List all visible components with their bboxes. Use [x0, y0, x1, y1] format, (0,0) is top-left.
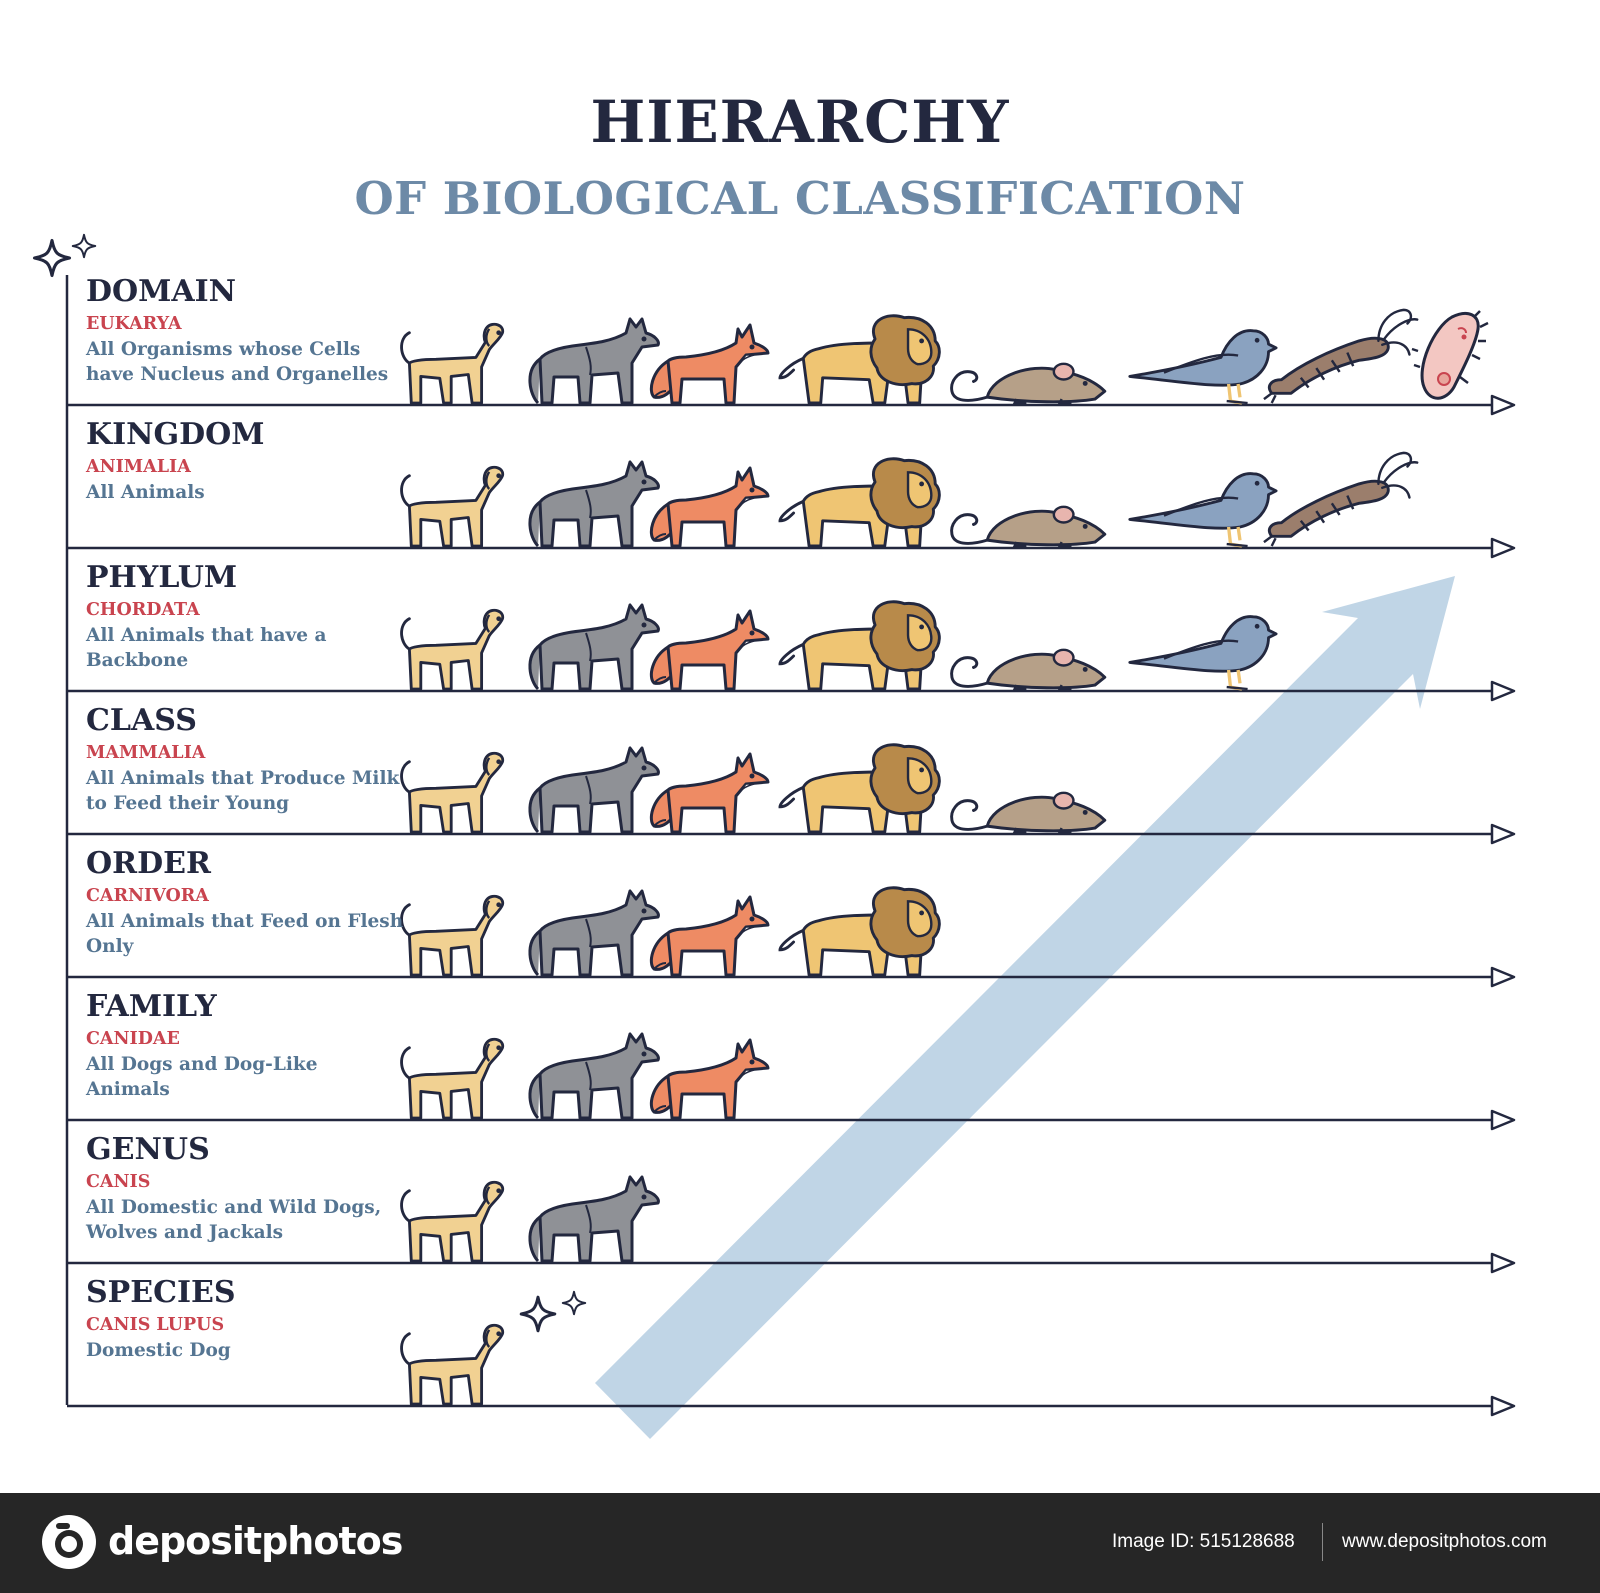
dog-icon — [400, 751, 505, 834]
rank-description: All Dogs and Dog-Like Animals — [86, 1054, 318, 1100]
dog-icon — [400, 894, 505, 977]
diagram-canvas — [32, 233, 1516, 1439]
sparkle-icon — [561, 1290, 587, 1316]
wolf-icon — [528, 1175, 660, 1263]
wolf-icon — [528, 746, 660, 834]
rank-taxon: CANIS — [86, 1172, 151, 1192]
shrimp-icon — [1262, 451, 1419, 548]
lion-icon — [778, 457, 941, 548]
shrimp-icon — [1262, 308, 1419, 405]
baseline-arrowhead-icon — [1490, 394, 1516, 416]
depositphotos-logo-icon — [42, 1515, 96, 1569]
rank-name: ORDER — [86, 846, 211, 881]
wolf-icon — [528, 603, 660, 691]
rank-family: FAMILY CANIDAE All Dogs and Dog-Like Anima… — [86, 990, 406, 1102]
bird-icon — [1128, 328, 1278, 405]
rank-description: All Organisms whose Cells have Nucleus a… — [86, 339, 389, 385]
big-diagonal-arrow — [595, 576, 1455, 1439]
rank-description: All Animals that Feed on Flesh Only — [86, 911, 404, 957]
mouse-icon — [950, 505, 1107, 548]
fox-icon — [649, 323, 770, 405]
bird-icon — [1128, 471, 1278, 548]
sparkle-icon — [519, 1295, 557, 1333]
rank-name: GENUS — [86, 1132, 210, 1167]
dog-icon — [400, 1037, 505, 1120]
fox-icon — [649, 1038, 770, 1120]
baseline-arrowhead-icon — [1490, 680, 1516, 702]
baseline-arrowhead-icon — [1490, 823, 1516, 845]
dog-icon — [400, 1180, 505, 1263]
rank-taxon: ANIMALIA — [86, 457, 191, 477]
mouse-icon — [950, 362, 1107, 405]
mouse-icon — [950, 791, 1107, 834]
rank-kingdom: KINGDOM ANIMALIA All Animals — [86, 418, 406, 505]
baseline-arrowhead-icon — [1490, 1252, 1516, 1274]
dog-icon — [400, 465, 505, 548]
baseline-arrowhead-icon — [1490, 1109, 1516, 1131]
rank-species: SPECIES CANIS LUPUS Domestic Dog — [86, 1276, 406, 1363]
lion-icon — [778, 743, 941, 834]
rank-description: All Animals that Produce Milk to Feed th… — [86, 768, 400, 814]
rank-name: KINGDOM — [86, 417, 265, 452]
lion-icon — [778, 600, 941, 691]
lion-icon — [778, 314, 941, 405]
rank-description: Domestic Dog — [86, 1340, 231, 1361]
dog-icon — [400, 1323, 505, 1406]
rank-description: All Animals — [86, 482, 205, 503]
bacterium-icon — [1410, 309, 1490, 400]
wolf-icon — [528, 317, 660, 405]
rank-name: PHYLUM — [86, 560, 238, 595]
mouse-icon — [950, 648, 1107, 691]
rank-name: FAMILY — [86, 989, 217, 1024]
footer-brand: depositphotos — [108, 1519, 403, 1563]
rank-taxon: EUKARYA — [86, 314, 182, 334]
wolf-icon — [528, 889, 660, 977]
sparkle-icon — [32, 238, 72, 278]
footer-image-id: Image ID: 515128688 — [1112, 1531, 1295, 1552]
lion-icon — [778, 886, 941, 977]
sparkle-icon — [71, 233, 97, 259]
rank-description: All Domestic and Wild Dogs, Wolves and J… — [86, 1197, 382, 1243]
fox-icon — [649, 895, 770, 977]
rank-order: ORDER CARNIVORA All Animals that Feed on F… — [86, 847, 406, 959]
rank-description: All Animals that have a Backbone — [86, 625, 327, 671]
rank-name: CLASS — [86, 703, 197, 738]
rank-domain: DOMAIN EUKARYA All Organisms whose Cells h… — [86, 275, 406, 387]
footer-bar: depositphotos Image ID: 515128688 www.de… — [0, 1493, 1600, 1593]
rank-taxon: CANIDAE — [86, 1029, 180, 1049]
rank-taxon: CANIS LUPUS — [86, 1315, 225, 1335]
rank-genus: GENUS CANIS All Domestic and Wild Dogs, Wo… — [86, 1133, 406, 1245]
baseline-arrowhead-icon — [1490, 966, 1516, 988]
rank-name: DOMAIN — [86, 274, 237, 309]
rank-name: SPECIES — [86, 1275, 236, 1310]
dog-icon — [400, 608, 505, 691]
footer-site: www.depositphotos.com — [1342, 1531, 1547, 1552]
rank-taxon: CHORDATA — [86, 600, 200, 620]
fox-icon — [649, 609, 770, 691]
diagram-subtitle: OF BIOLOGICAL CLASSIFICATION — [354, 172, 1246, 225]
footer-separator — [1322, 1523, 1323, 1561]
diagram-title: HIERARCHY — [590, 88, 1010, 156]
rank-taxon: CARNIVORA — [86, 886, 209, 906]
rank-taxon: MAMMALIA — [86, 743, 206, 763]
fox-icon — [649, 466, 770, 548]
baseline-arrowhead-icon — [1490, 1395, 1516, 1417]
fox-icon — [649, 752, 770, 834]
baseline-arrowhead-icon — [1490, 537, 1516, 559]
dog-icon — [400, 322, 505, 405]
wolf-icon — [528, 1032, 660, 1120]
rank-class: CLASS MAMMALIA All Animals that Produce Mi… — [86, 704, 406, 816]
bird-icon — [1128, 614, 1278, 691]
rank-phylum: PHYLUM CHORDATA All Animals that have a Ba… — [86, 561, 406, 673]
wolf-icon — [528, 460, 660, 548]
